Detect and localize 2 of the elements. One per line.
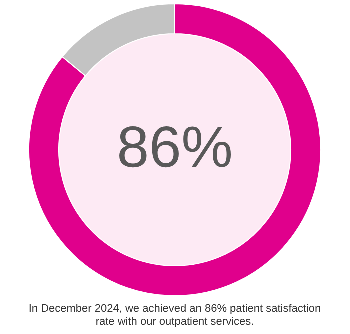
text: In December 2024, we achieved an 86% patient satisfaction rate with our outpatient services.: [28, 303, 322, 328]
data-label: 86%: [116, 115, 234, 180]
